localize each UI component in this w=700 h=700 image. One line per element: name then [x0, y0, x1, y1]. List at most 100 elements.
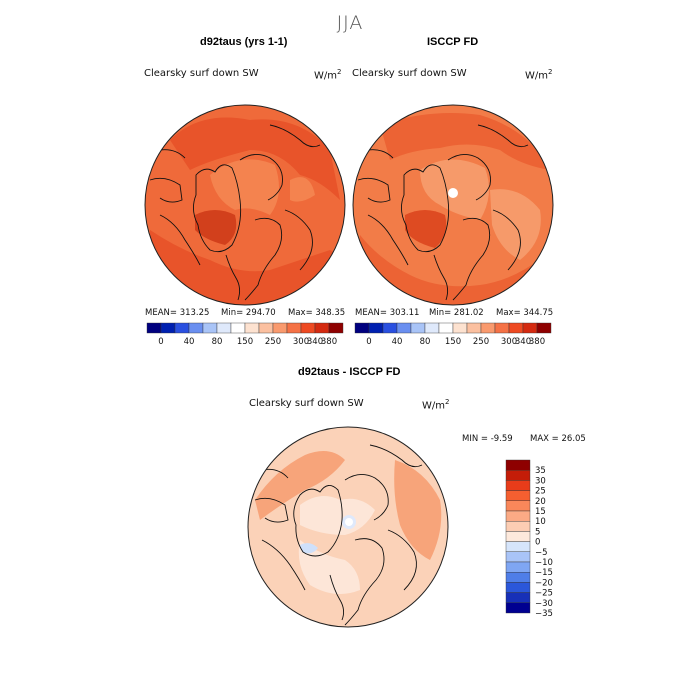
right-colorbar-tick-label: 300: [501, 337, 517, 347]
left-mean-stat: MEAN= 313.25: [145, 308, 210, 318]
left-colorbar-swatch: [272, 322, 288, 334]
diff-colorbar-swatch: [505, 602, 531, 614]
left-colorbar-swatch: [230, 322, 246, 334]
diff-colorbar-swatch: [505, 572, 531, 583]
diff-colorbar-tick-label: 20: [535, 497, 546, 507]
right-units-label: W/m2: [525, 68, 553, 82]
diff-colorbar-tick-label: 25: [535, 487, 546, 497]
diff-colorbar-tick-label: 15: [535, 507, 546, 517]
right-colorbar-swatch: [466, 322, 482, 334]
right-colorbar-swatch: [368, 322, 384, 334]
diff-colorbar-tick-label: −10: [535, 558, 553, 568]
left-colorbar-swatch: [314, 322, 330, 334]
right-colorbar-swatch: [452, 322, 468, 334]
diff-colorbar-swatch: [505, 480, 531, 491]
diff-colorbar-swatch: [505, 531, 531, 542]
diff-map-pole-center: [345, 518, 353, 526]
right-polar-map: [353, 105, 553, 305]
diff-colorbar-swatch: [505, 582, 531, 593]
diff-colorbar-swatch: [505, 541, 531, 552]
left-units-label: W/m2: [314, 68, 342, 82]
diff-colorbar-tick-label: 0: [535, 538, 540, 548]
right-colorbar-swatch: [424, 322, 440, 334]
right-colorbar-tick-label: 380: [529, 337, 545, 347]
left-variable-label: Clearsky surf down SW: [144, 68, 259, 79]
left-map-coastlines: [149, 124, 321, 301]
diff-colorbar-swatch: [505, 551, 531, 563]
diff-min-stat: MIN = -9.59: [462, 434, 513, 444]
left-colorbar-swatch: [216, 322, 232, 334]
diff-map-coastlines: [254, 444, 423, 626]
right-mean-stat: MEAN= 303.11: [355, 308, 420, 318]
right-colorbar-swatch: [354, 322, 370, 334]
right-map-greenland-region: [405, 210, 447, 248]
diff-colorbar-tick-label: −15: [535, 568, 553, 578]
diff-map-region: [298, 540, 360, 594]
right-colorbar-swatch: [410, 322, 426, 334]
left-colorbar-tick-label: 0: [158, 337, 163, 347]
right-colorbar-tick-label: 0: [366, 337, 371, 347]
left-map-arctic-region: [210, 159, 279, 215]
right-colorbar-swatch: [536, 322, 552, 334]
right-colorbar-swatch: [508, 322, 524, 334]
diff-colorbar-swatch: [505, 470, 531, 481]
left-colorbar-swatch: [286, 322, 302, 334]
right-map-coastlines: [357, 124, 529, 301]
right-colorbar-tick-label: 250: [473, 337, 489, 347]
left-colorbar-tick-label: 340: [307, 337, 323, 347]
right-colorbar-swatch: [480, 322, 496, 334]
left-max-stat: Max= 348.35: [288, 308, 346, 318]
left-map-greenland-region: [195, 210, 237, 245]
diff-colorbar-swatch: [505, 500, 531, 512]
left-map-region: [150, 230, 345, 305]
diff-colorbar-tick-label: −20: [535, 578, 553, 588]
left-colorbar-swatch: [188, 322, 204, 334]
right-colorbar-tick-label: 40: [392, 337, 403, 347]
diff-colorbar-swatch: [505, 561, 531, 573]
diff-colorbar-swatch: [505, 459, 531, 471]
diff-map-region: [255, 451, 345, 520]
left-colorbar-swatch: [202, 322, 218, 334]
diff-colorbar-tick-label: 5: [535, 527, 540, 537]
diff-colorbar-swatch: [505, 592, 531, 603]
diff-variable-label: Clearsky surf down SW: [249, 398, 364, 409]
right-colorbar-swatch: [494, 322, 510, 334]
diff-map-region: [394, 460, 442, 560]
left-colorbar-tick-label: 150: [237, 337, 253, 347]
left-colorbar-tick-label: 300: [293, 337, 309, 347]
diff-colorbar-swatch: [505, 490, 531, 502]
left-map-border: [144, 104, 346, 306]
diff-panel-title: d92taus - ISCCP FD: [298, 366, 401, 378]
left-colorbar-swatch: [174, 322, 190, 334]
left-panel-title: d92taus (yrs 1-1): [200, 36, 288, 48]
right-colorbar-swatch: [438, 322, 454, 334]
right-colorbar-tick-label: 80: [420, 337, 431, 347]
right-map-pole-hole: [448, 188, 458, 198]
left-colorbar-swatch: [244, 322, 260, 334]
diff-map-negative-region: [300, 543, 318, 554]
left-map-region: [290, 177, 315, 202]
left-colorbar-tick-label: 40: [184, 337, 195, 347]
right-map-region: [358, 235, 550, 305]
diff-max-stat: MAX = 26.05: [530, 434, 586, 444]
left-colorbar-swatch: [258, 322, 274, 334]
diff-colorbar-tick-label: −35: [535, 609, 553, 619]
right-colorbar-tick-label: 150: [445, 337, 461, 347]
diff-colorbar-tick-label: −25: [535, 589, 553, 599]
diff-map-arctic-region: [300, 496, 375, 535]
diff-colorbar-swatch: [505, 521, 531, 532]
right-map-region: [380, 112, 550, 170]
diff-colorbar-tick-label: −5: [535, 548, 548, 558]
diff-map-border: [247, 426, 449, 628]
left-colorbar-tick-label: 250: [265, 337, 281, 347]
right-colorbar-swatch: [382, 322, 398, 334]
diff-colorbar-tick-label: −30: [535, 599, 553, 609]
diff-colorbar-swatch: [505, 510, 531, 522]
left-colorbar-tick-label: 380: [321, 337, 337, 347]
right-map-region: [490, 189, 541, 260]
right-colorbar-tick-label: 340: [515, 337, 531, 347]
